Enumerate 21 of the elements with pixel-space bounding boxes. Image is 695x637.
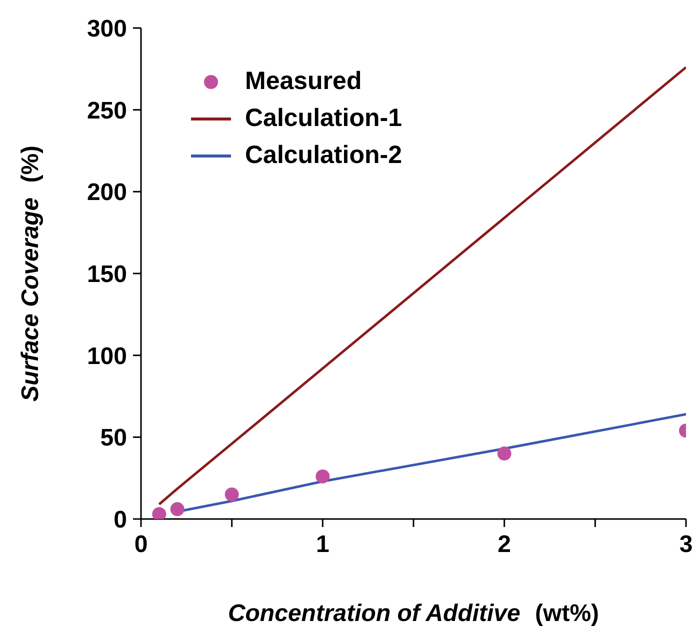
y-tick-label: 250 [86,97,127,124]
x-axis-title: Concentration of Additive (wt%) [228,600,600,627]
x-tick-label: 3 [679,531,693,558]
y-tick-label: 100 [86,342,127,370]
point [224,487,239,502]
y-tick-label: 0 [114,506,127,534]
y-tick-label: 150 [86,261,127,288]
x-tick-label: 2 [498,531,512,558]
legend-label: Calculation-1 [245,103,402,134]
point [170,502,184,516]
line-series [158,66,686,506]
legend-label: Measured [245,66,362,97]
y-axis-title: Surface Coverage (%) [17,145,44,402]
legend-label: Calculation-2 [245,140,402,171]
point [497,446,512,461]
y-tick-label: 50 [100,424,127,452]
point [316,469,330,484]
y-tick-label: 300 [86,16,127,43]
x-tick-label: 0 [134,531,148,558]
y-tick-label: 200 [86,179,127,206]
x-tick-label: 1 [316,531,330,558]
